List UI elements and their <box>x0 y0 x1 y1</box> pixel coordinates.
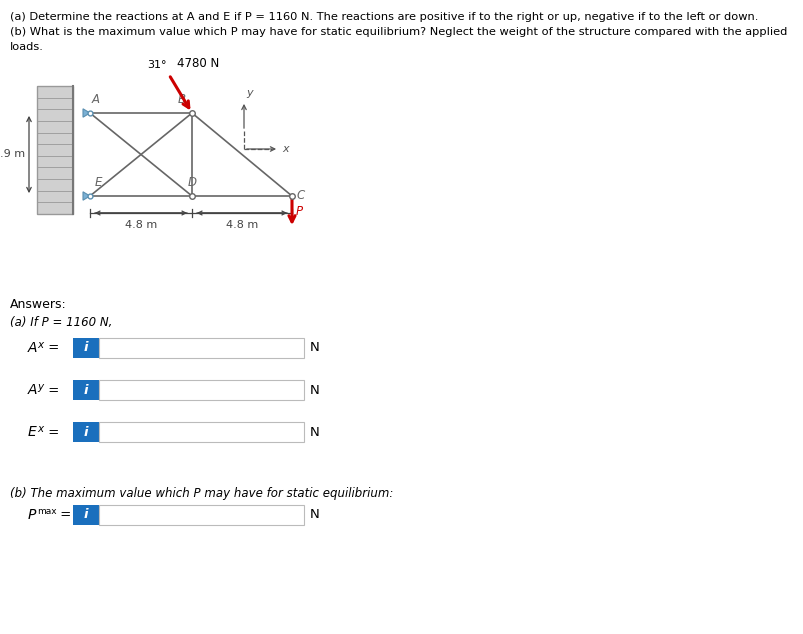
Text: A: A <box>28 383 38 397</box>
Text: x: x <box>282 144 288 154</box>
Text: P: P <box>28 508 36 522</box>
Text: N: N <box>310 508 320 522</box>
Text: y: y <box>246 88 252 98</box>
Text: i: i <box>84 508 88 522</box>
Text: B: B <box>177 93 185 106</box>
Text: Answers:: Answers: <box>10 298 67 311</box>
Text: (b) The maximum value which P may have for static equilibrium:: (b) The maximum value which P may have f… <box>10 487 393 500</box>
Text: x: x <box>37 424 43 434</box>
Text: loads.: loads. <box>10 42 44 52</box>
Text: i: i <box>84 384 88 396</box>
FancyBboxPatch shape <box>73 505 99 525</box>
Polygon shape <box>83 109 90 117</box>
Text: 31°: 31° <box>147 60 166 70</box>
Text: (a) Determine the reactions at A and E if P = 1160 N. The reactions are positive: (a) Determine the reactions at A and E i… <box>10 12 757 22</box>
Text: =: = <box>44 342 59 354</box>
Text: x: x <box>37 340 43 350</box>
Text: =: = <box>44 425 59 439</box>
FancyBboxPatch shape <box>99 505 304 525</box>
Text: N: N <box>310 384 320 396</box>
Text: 3.9 m: 3.9 m <box>0 150 25 160</box>
Text: (a) If P = 1160 N,: (a) If P = 1160 N, <box>10 316 112 329</box>
FancyBboxPatch shape <box>73 422 99 442</box>
Text: =: = <box>56 508 71 522</box>
Text: max: max <box>37 507 56 517</box>
Text: A: A <box>28 341 38 355</box>
Text: N: N <box>310 425 320 439</box>
FancyBboxPatch shape <box>99 380 304 400</box>
Text: i: i <box>84 342 88 354</box>
Text: E: E <box>95 176 102 189</box>
Text: =: = <box>44 384 59 396</box>
Text: 4.8 m: 4.8 m <box>124 220 157 230</box>
Text: N: N <box>310 342 320 354</box>
Polygon shape <box>83 192 90 200</box>
Text: y: y <box>37 382 43 392</box>
Text: i: i <box>84 425 88 439</box>
FancyBboxPatch shape <box>73 338 99 358</box>
Text: D: D <box>187 176 196 189</box>
FancyBboxPatch shape <box>37 86 73 214</box>
Text: E: E <box>28 425 37 439</box>
Text: P: P <box>296 205 303 219</box>
FancyBboxPatch shape <box>99 422 304 442</box>
Text: 4780 N: 4780 N <box>177 58 218 70</box>
FancyBboxPatch shape <box>73 380 99 400</box>
Text: (b) What is the maximum value which P may have for static equilibrium? Neglect t: (b) What is the maximum value which P ma… <box>10 27 786 37</box>
Text: C: C <box>296 190 305 202</box>
Text: A: A <box>92 93 100 106</box>
FancyBboxPatch shape <box>99 338 304 358</box>
Text: 4.8 m: 4.8 m <box>226 220 258 230</box>
